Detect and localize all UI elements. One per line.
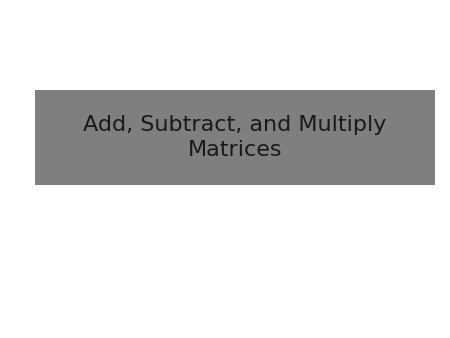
FancyBboxPatch shape bbox=[35, 90, 435, 185]
Text: Add, Subtract, and Multiply
Matrices: Add, Subtract, and Multiply Matrices bbox=[83, 115, 387, 160]
